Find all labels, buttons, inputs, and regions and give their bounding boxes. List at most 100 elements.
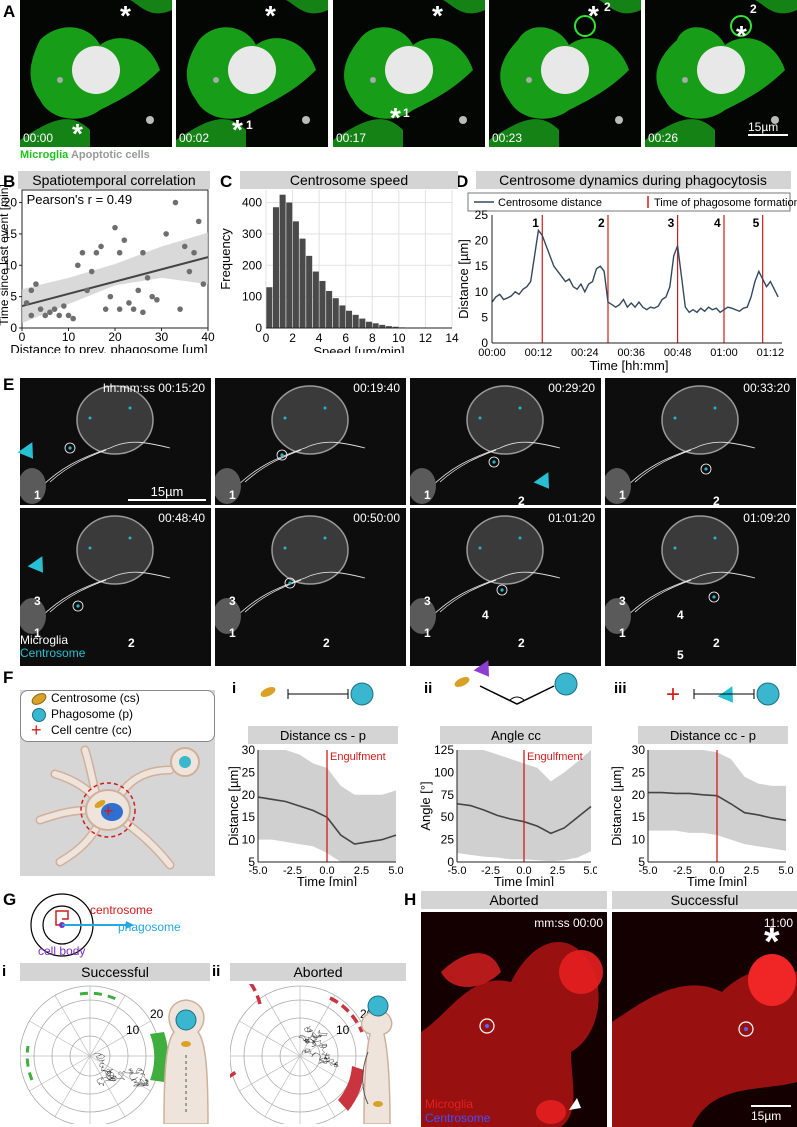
centrosome-marker [496, 584, 508, 596]
y-tick-label: 30 [242, 743, 256, 757]
y-axis-label: Time since last event [min] [0, 184, 11, 326]
event-number: 3 [424, 594, 431, 608]
polar-grid-ring [69, 1035, 111, 1077]
centrosome-dot [88, 546, 92, 550]
timestamp: 00:29:20 [548, 381, 595, 395]
y-tick-label: 200 [242, 258, 262, 272]
timestamp: 00:02 [179, 131, 210, 145]
histogram-bar [319, 280, 326, 328]
x-tick-label: 0.0 [516, 865, 531, 877]
process-schematic-successful-icon [163, 999, 209, 1124]
scatter-point [195, 218, 202, 225]
centrosome-marker [276, 449, 288, 461]
y-tick-label: 25 [441, 833, 455, 847]
x-tick-label: -2.5 [283, 865, 302, 877]
polar-grid-spoke [299, 1055, 336, 1117]
panel-a-legend: Microglia Apoptotic cells [20, 149, 150, 161]
chart-title: Spatiotemporal correlation [32, 172, 195, 188]
microscopy-frame-a: 00:00 [20, 0, 172, 147]
polar-grid-spoke [239, 1020, 301, 1057]
centrosome-dot [713, 406, 717, 410]
polar-grid-ring [261, 1017, 339, 1095]
histogram-bar [339, 305, 346, 328]
star-marker: * [736, 20, 747, 51]
polar-grid-spoke [54, 995, 91, 1057]
timestamp: 00:19:40 [353, 381, 400, 395]
chart-title: Centrosome speed [290, 172, 408, 188]
apoptotic-cell [302, 116, 310, 124]
y-tick-label: 5 [638, 855, 645, 869]
y-tick-label: 15 [4, 227, 18, 241]
phagosome [730, 15, 752, 37]
ring-label: 10 [336, 1023, 350, 1037]
x-tick-label: 01:00 [710, 347, 738, 359]
schematic-cs-p-icon [260, 682, 374, 706]
y-tick-label: 0 [10, 321, 17, 335]
polar-grid-ring [243, 999, 357, 1113]
event-number: 1 [619, 488, 626, 502]
confidence-band [22, 232, 208, 323]
polar-grid-spoke [89, 1055, 151, 1092]
cell-body [271, 515, 349, 585]
angular-histogram-bar [230, 984, 262, 1078]
microglia-process [333, 119, 403, 147]
timestamp: hh:mm:ss 00:15:20 [102, 381, 205, 395]
centrosome-dot [323, 536, 327, 540]
microscopy-frame-a: 00:26 [645, 0, 797, 147]
timestamp: 00:17 [336, 131, 367, 145]
scatter-point [51, 306, 58, 312]
legend-h-centrosome: Centrosome [425, 1111, 491, 1125]
y-axis-label: Distance [µm] [226, 766, 241, 846]
legend-e-centrosome: Centrosome [20, 646, 86, 660]
panel-label-a: A [3, 2, 16, 21]
x-axis-label: Time [min] [687, 874, 747, 886]
panel-f-sub-ii: ii [424, 680, 433, 697]
microglia-image [605, 385, 756, 504]
apoptotic-cell [146, 116, 154, 124]
x-tick-label: 01:12 [757, 347, 785, 359]
centrosome-dot [283, 416, 287, 420]
microglia-process [645, 119, 715, 147]
cell-body [466, 385, 544, 455]
chart-title: Distance cc - p [670, 728, 756, 743]
apoptotic-cell [682, 77, 688, 83]
trajectory-line [439, 449, 497, 483]
microscopy-frame-a: 00:17 [333, 0, 485, 147]
x-axis-label: Speed [µm/min] [313, 344, 404, 353]
x-tick-label: 5.0 [388, 865, 403, 877]
scatter-point [79, 249, 86, 256]
microglia-image [333, 0, 485, 147]
chart-annotation: Pearson's r = 0.49 [27, 192, 132, 207]
event-number: 1 [34, 488, 41, 502]
microglia-image [215, 385, 366, 504]
cell-body [76, 515, 154, 585]
scalebar-h-label: 15µm [751, 1109, 782, 1123]
centrosome-dot [492, 460, 496, 464]
polar-grid-spoke [89, 1055, 126, 1117]
microglia-image [645, 0, 797, 147]
centrosome-dot [283, 546, 287, 550]
title-h-successful: Successful [612, 891, 797, 909]
polar-grid-ring [33, 999, 147, 1113]
centrosome-dot [713, 536, 717, 540]
event-number: 2 [518, 636, 525, 650]
apoptotic-cell [370, 77, 376, 83]
cell-process [410, 468, 436, 504]
panel-f-sub-i: i [232, 680, 237, 697]
event-number: 3 [229, 594, 236, 608]
histogram-bar [312, 271, 319, 328]
title-aborted: Aborted [230, 963, 406, 981]
y-tick-label: 0 [481, 336, 488, 350]
scatter-point [28, 287, 35, 294]
x-tick-label: 12 [419, 331, 433, 345]
timestamp: 00:26 [648, 131, 679, 145]
ring-label: 10 [126, 1023, 140, 1037]
centrosome-icon [29, 690, 49, 708]
legend-apoptotic: Apoptotic cells [70, 149, 150, 161]
panel-label-f: F [3, 668, 14, 687]
cell-process [215, 468, 241, 504]
polar-grid-spoke [299, 995, 336, 1057]
event-number: 1 [34, 626, 41, 640]
star-marker: * [588, 0, 599, 31]
microglia-image [489, 0, 641, 147]
